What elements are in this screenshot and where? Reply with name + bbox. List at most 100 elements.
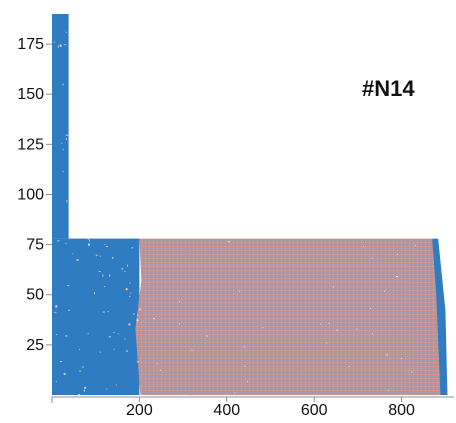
blue-speckle <box>102 274 104 277</box>
blue-speckle <box>95 254 98 256</box>
red-speckle <box>414 244 416 246</box>
blue-speckle <box>121 267 123 270</box>
blue-speckle <box>139 308 142 311</box>
blue-speckle <box>108 336 111 338</box>
red-speckle <box>299 256 301 258</box>
blue-speckle <box>63 372 66 375</box>
blue-speckle <box>98 271 101 273</box>
red-speckle <box>363 246 365 248</box>
red-speckle <box>146 245 148 247</box>
red-speckle <box>298 292 300 294</box>
red-speckle <box>179 323 181 325</box>
red-speckle <box>205 374 207 376</box>
blue-speckle <box>76 258 79 261</box>
blue-speckle <box>66 200 68 203</box>
red-speckle <box>379 255 381 257</box>
blue-speckle <box>61 142 63 144</box>
y-tick-label-2: 75 <box>26 237 44 254</box>
blue-speckle <box>65 335 68 337</box>
blue-speckle <box>129 282 131 284</box>
blue-speckle <box>84 386 87 389</box>
red-speckle <box>262 327 264 329</box>
red-speckle <box>320 323 322 325</box>
red-speckle <box>310 284 312 286</box>
blue-speckle <box>65 137 67 140</box>
red-speckle <box>249 325 251 327</box>
blue-speckle <box>94 292 96 295</box>
red-speckle <box>159 369 161 371</box>
blue-speckle <box>55 381 57 383</box>
y-tick-label-0: 25 <box>26 337 44 354</box>
blue-speckle <box>56 334 58 336</box>
blue-speckle <box>62 149 64 151</box>
blue-speckle <box>83 389 85 392</box>
red-speckle <box>191 349 193 351</box>
red-speckle <box>212 391 214 393</box>
red-speckle <box>178 301 180 303</box>
axis-layer: 200 400 600 800 25 50 75 100 125 150 175 <box>17 36 454 419</box>
red-speckle <box>231 289 233 291</box>
blue-speckle <box>68 309 71 311</box>
upper-blue-column <box>52 14 69 239</box>
red-speckle <box>231 244 233 246</box>
blue-speckle <box>117 333 119 335</box>
red-speckle <box>371 333 373 335</box>
blue-speckle <box>72 253 74 255</box>
red-speckle <box>356 328 358 330</box>
red-speckle <box>228 349 230 351</box>
blue-speckle <box>54 311 57 313</box>
red-speckle <box>406 367 408 369</box>
blue-speckle <box>65 134 68 136</box>
blue-speckle <box>112 256 114 259</box>
blue-speckle <box>113 348 115 350</box>
blue-speckle <box>113 331 115 333</box>
red-speckle <box>281 275 283 277</box>
blue-speckle <box>130 292 132 294</box>
y-tick-label-6: 175 <box>17 36 44 53</box>
red-speckle <box>392 328 395 330</box>
y-tick-label-4: 125 <box>17 136 44 153</box>
red-speckle <box>383 380 385 382</box>
red-speckle <box>328 323 330 325</box>
red-speckle <box>332 286 334 288</box>
red-speckle <box>262 286 264 288</box>
red-speckle <box>383 290 385 292</box>
red-speckle <box>335 256 337 258</box>
x-tick-label-1: 400 <box>213 402 240 419</box>
red-speckle <box>411 371 413 373</box>
red-speckle <box>322 276 324 278</box>
red-speckle <box>401 290 403 292</box>
blue-speckle <box>62 171 64 173</box>
red-speckle <box>301 329 303 331</box>
red-speckle <box>188 384 190 386</box>
red-band <box>135 238 446 395</box>
blue-speckle <box>99 351 101 353</box>
red-speckle <box>400 358 402 360</box>
blue-speckle <box>87 238 89 240</box>
red-speckle <box>287 265 289 267</box>
x-tick-label-0: 200 <box>126 402 153 419</box>
red-speckle <box>153 318 156 320</box>
red-speckle <box>370 307 372 309</box>
red-speckle <box>301 300 304 302</box>
blue-speckle <box>132 313 135 315</box>
red-speckle <box>336 329 339 331</box>
blue-speckle <box>87 243 90 246</box>
blue-speckle <box>107 311 109 313</box>
red-speckle <box>238 290 240 292</box>
blue-speckle <box>65 243 67 245</box>
red-speckle <box>325 342 327 344</box>
blue-speckle <box>59 360 62 362</box>
red-speckle <box>189 394 191 396</box>
red-speckle <box>316 331 318 333</box>
blue-speckle <box>125 288 128 291</box>
red-speckle <box>185 253 188 255</box>
red-speckle <box>148 284 150 286</box>
blue-speckle <box>127 264 129 267</box>
blue-right-edge <box>432 238 448 395</box>
y-tick-label-1: 50 <box>26 287 44 304</box>
blue-speckle <box>109 274 111 277</box>
red-speckle <box>296 368 298 370</box>
red-speckle <box>246 248 248 250</box>
